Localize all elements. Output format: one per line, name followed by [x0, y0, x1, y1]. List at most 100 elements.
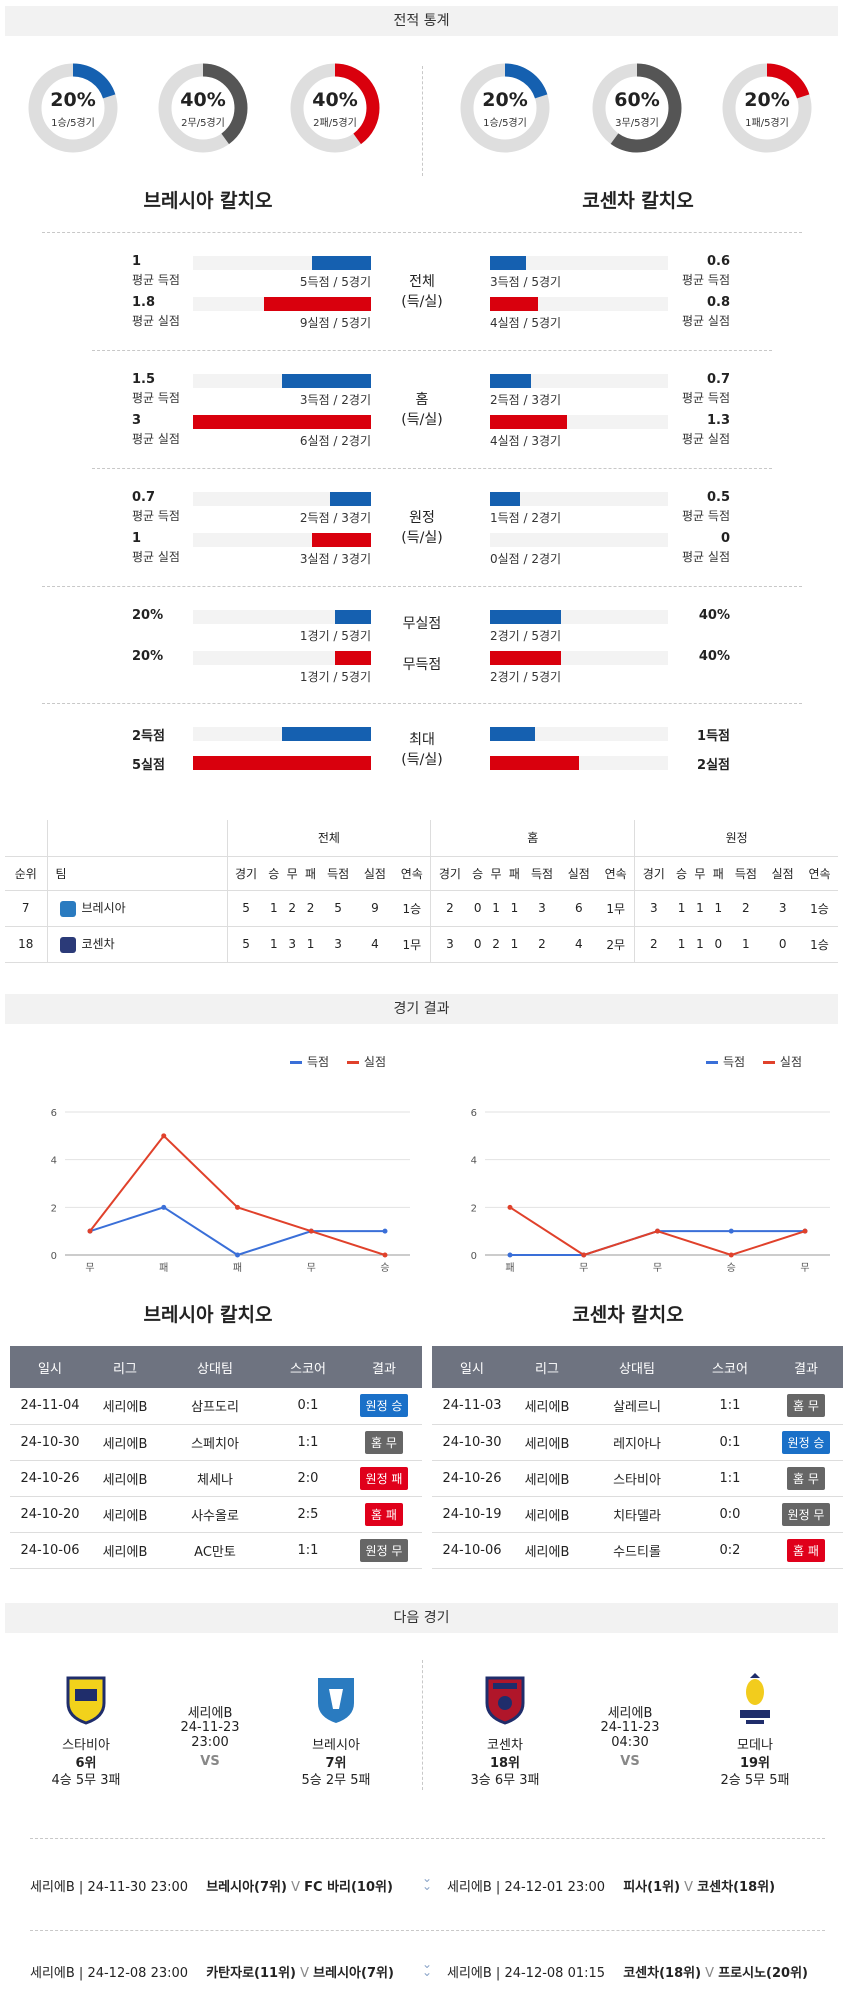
stat-cell: 5: [227, 926, 265, 963]
future-fixture[interactable]: 세리에B | 24-12-01 23:00 피사(1위) V 코센차(18위): [447, 1876, 775, 1895]
divider: [422, 1660, 423, 1790]
home-avg-against-label: 평균 실점: [132, 314, 180, 328]
stat-cell: 2: [486, 926, 506, 963]
future-fixture[interactable]: 세리에B | 24-12-08 23:00 카탄자로(11위) V 브레시아(7…: [30, 1962, 394, 1981]
chevron-down-icon[interactable]: ⌄ ⌄: [422, 1871, 433, 1893]
away-avg-against: 1.3: [706, 413, 730, 428]
standings-table: 전체 홈 원정 순위 팀 경기 승 무 패 득점 실점 연속 경기 승 무 패 득점 실점 연속 경기 승 무 패…: [5, 820, 838, 963]
standings-col: 무: [486, 856, 506, 891]
stat-cell: 3: [523, 890, 561, 927]
away-avg-for: 0.7: [706, 372, 730, 387]
bar-fill: [282, 374, 371, 388]
result-row[interactable]: 24-10-30 세리에B 레지아나 0:1 원정 승: [432, 1424, 843, 1461]
home-avg-for: 1: [132, 254, 142, 269]
donut-caption: 2패/5경기: [313, 118, 357, 129]
result-row[interactable]: 24-10-26 세리에B 스타비아 1:1 홈 무: [432, 1460, 843, 1497]
future-fixture[interactable]: 세리에B | 24-12-08 01:15 코센차(18위) V 프로시노(20…: [447, 1962, 808, 1981]
bar-track: [490, 374, 668, 388]
result-cell: 원정 승: [346, 1388, 422, 1425]
result-badge: 홈 패: [365, 1502, 403, 1526]
home-avg-against-label: 평균 실점: [132, 550, 180, 564]
data-point: [655, 1228, 660, 1234]
result-score: 0:1: [270, 1388, 346, 1425]
stat-cell: 3: [430, 926, 469, 963]
home-clean-sheet-pct: 20%: [132, 608, 164, 623]
modena-crest-icon: [740, 1673, 770, 1724]
section-title-results: 경기 결과: [5, 994, 838, 1024]
y-tick-label: 4: [471, 1156, 477, 1167]
data-point: [235, 1252, 240, 1258]
donut-caption: 1승/5경기: [51, 118, 95, 129]
x-tick-label: 무: [800, 1263, 809, 1274]
blank-cell: [5, 820, 48, 857]
bar-track: [490, 533, 668, 547]
result-league: 세리에B: [512, 1532, 582, 1569]
result-badge: 원정 승: [359, 1394, 409, 1418]
result-league: 세리에B: [512, 1388, 582, 1425]
col-league: 리그: [90, 1346, 160, 1388]
next-right-time: 24-11-23 04:30: [600, 1720, 660, 1750]
donut-chart: 60% 3무/5경기: [592, 63, 682, 153]
bar-caption: 1경기 / 5경기: [299, 629, 371, 643]
result-date: 24-10-30: [432, 1424, 512, 1461]
brescia-crest-icon: [318, 1678, 354, 1723]
result-cell: 홈 무: [768, 1388, 843, 1425]
bar-caption: 1경기 / 5경기: [299, 670, 371, 684]
bar-caption: 2경기 / 5경기: [490, 670, 562, 684]
x-tick-label: 패: [233, 1262, 242, 1274]
home-avg-for: 1.5: [132, 372, 156, 387]
result-row[interactable]: 24-10-20 세리에B 사수올로 2:5 홈 패: [10, 1496, 422, 1533]
donut-chart: 20% 1패/5경기: [722, 63, 812, 153]
next-left-time: 24-11-23 23:00: [180, 1720, 240, 1750]
result-row[interactable]: 24-10-26 세리에B 체세나 2:0 원정 패: [10, 1460, 422, 1497]
stat-cell: 1: [727, 926, 765, 963]
divider: [92, 468, 772, 469]
bar-fill: [312, 533, 371, 547]
result-row[interactable]: 24-10-19 세리에B 치타델라 0:0 원정 무: [432, 1496, 843, 1533]
fixture-meta: 세리에B | 24-12-01 23:00: [447, 1880, 606, 1895]
future-fixture[interactable]: 세리에B | 24-11-30 23:00 브레시아(7위) V FC 바리(1…: [30, 1876, 393, 1895]
stat-cell: 4: [560, 926, 598, 963]
series-line-1: [89, 1134, 386, 1256]
result-row[interactable]: 24-10-06 세리에B 수드티롤 0:2 홈 패: [432, 1532, 843, 1569]
chevron-down-icon[interactable]: ⌄ ⌄: [422, 1957, 433, 1979]
next-left-league: 세리에B: [187, 1706, 233, 1721]
result-row[interactable]: 24-10-06 세리에B AC만토 1:1 원정 무: [10, 1532, 422, 1569]
bar-track: [193, 492, 371, 506]
stat-cell: 9: [356, 890, 394, 927]
bar-track: [490, 610, 668, 624]
bar-track: [490, 492, 668, 506]
stat-cell: 1: [505, 890, 524, 927]
divider: [422, 66, 423, 176]
fixture-v: V: [705, 1966, 715, 1981]
standings-col: 경기: [430, 856, 469, 891]
result-score: 0:2: [692, 1532, 768, 1569]
fixture-meta: 세리에B | 24-11-30 23:00: [30, 1880, 189, 1895]
result-date: 24-10-06: [10, 1532, 90, 1569]
team-cell[interactable]: 브레시아: [47, 890, 228, 927]
legend-item: 득점: [706, 1055, 745, 1069]
stat-cell: 5: [227, 890, 265, 927]
data-point: [581, 1252, 587, 1258]
result-row[interactable]: 24-10-30 세리에B 스페치아 1:1 홈 무: [10, 1424, 422, 1461]
result-row[interactable]: 24-11-04 세리에B 삼프도리 0:1 원정 승: [10, 1388, 422, 1425]
result-date: 24-10-20: [10, 1496, 90, 1533]
next-left-vs: VS: [200, 1754, 220, 1769]
donut-caption: 2무/5경기: [181, 118, 225, 129]
results-header: 일시 리그 상대팀 스코어 결과: [432, 1346, 843, 1388]
result-badge: 홈 무: [365, 1430, 403, 1454]
result-score: 0:0: [692, 1496, 768, 1533]
fixture-away: FC 바리(10위): [304, 1880, 393, 1895]
bar-fill: [335, 610, 371, 624]
result-league: 세리에B: [90, 1388, 160, 1425]
bar-track: [490, 415, 668, 429]
standings-col: 패: [709, 856, 728, 891]
home-max-against: 5실점: [132, 758, 165, 773]
result-date: 24-10-19: [432, 1496, 512, 1533]
away-max-against: 2실점: [697, 758, 730, 773]
result-league: 세리에B: [90, 1424, 160, 1461]
away-avg-against-label: 평균 실점: [682, 314, 730, 328]
team-cell[interactable]: 코센차: [47, 926, 228, 963]
result-row[interactable]: 24-11-03 세리에B 살레르니 1:1 홈 무: [432, 1388, 843, 1425]
data-point: [308, 1228, 314, 1234]
